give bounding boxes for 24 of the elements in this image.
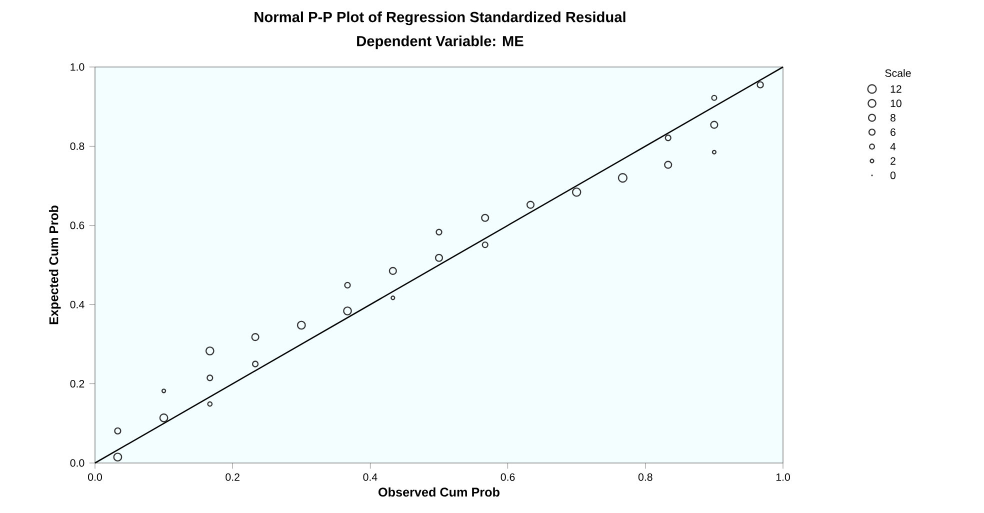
legend-title: Scale: [885, 69, 911, 77]
x-axis-title: Observed Cum Prob: [378, 487, 500, 497]
legend-label: 10: [890, 100, 902, 108]
y-tick-label: 1.0: [70, 63, 84, 71]
y-tick-label: 0.6: [70, 222, 84, 230]
chart-subtitle: Dependent Variable: ME: [357, 36, 524, 50]
legend-label: 2: [890, 157, 896, 165]
y-tick-label: 0.2: [70, 380, 84, 388]
y-tick-label: 0.4: [70, 300, 84, 308]
x-tick-label: 0.2: [226, 473, 240, 481]
y-tick-label: 0.0: [70, 459, 84, 467]
x-tick-label: 0.6: [500, 473, 515, 481]
chart-title: Normal P-P Plot of Regression Standardized Residual: [254, 11, 626, 26]
legend-label: 6: [890, 128, 896, 136]
legend-label: 8: [890, 114, 896, 122]
legend-label: 12: [890, 85, 902, 93]
x-tick-label: 0.0: [88, 473, 102, 481]
legend-label: 4: [890, 142, 896, 150]
legend-label: 0: [890, 172, 896, 180]
x-tick-label: 0.4: [363, 473, 378, 481]
x-tick-label: 1.0: [776, 473, 790, 481]
y-tick-label: 0.8: [70, 142, 84, 150]
x-tick-label: 0.8: [638, 473, 652, 481]
y-axis-title: Expected Cum Prob: [48, 206, 61, 324]
